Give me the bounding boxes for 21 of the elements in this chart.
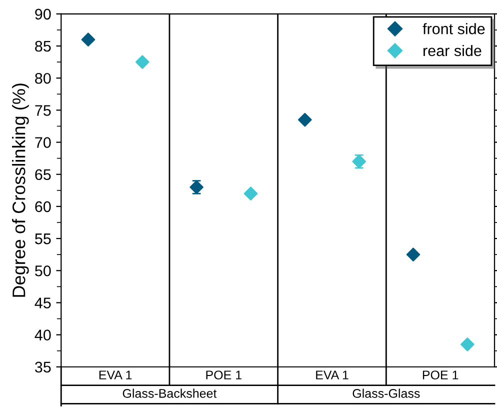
legend-label: front side xyxy=(422,23,485,34)
text: Glass-Glass xyxy=(352,388,420,398)
y-tick-label: 70 xyxy=(35,137,51,148)
x-tick-label: POE 1 xyxy=(422,370,458,380)
y-tick-label: 35 xyxy=(35,362,51,373)
y-tick-label: 45 xyxy=(34,298,51,308)
x-tick-label: EVA 1 xyxy=(316,370,348,380)
y-tick-label: 90 xyxy=(35,8,51,20)
legend-label: rear side xyxy=(424,44,482,56)
text: Glass-Backsheet xyxy=(122,388,217,398)
y-tick-label: 75 xyxy=(35,105,51,116)
y-tick-label: 50 xyxy=(35,265,51,276)
x-tick-label: POE 1 xyxy=(206,370,242,380)
y-tick-label: 65 xyxy=(35,169,51,180)
y-axis-title: Degree of Crosslinking (%) xyxy=(12,84,29,297)
y-tick-label: 55 xyxy=(35,234,51,244)
y-tick-label: 80 xyxy=(35,72,51,84)
y-tick-label: 85 xyxy=(35,40,51,52)
y-tick-label: 60 xyxy=(35,201,51,212)
x-tick-label: EVA 1 xyxy=(99,370,132,380)
y-tick-label: 40 xyxy=(34,330,51,340)
